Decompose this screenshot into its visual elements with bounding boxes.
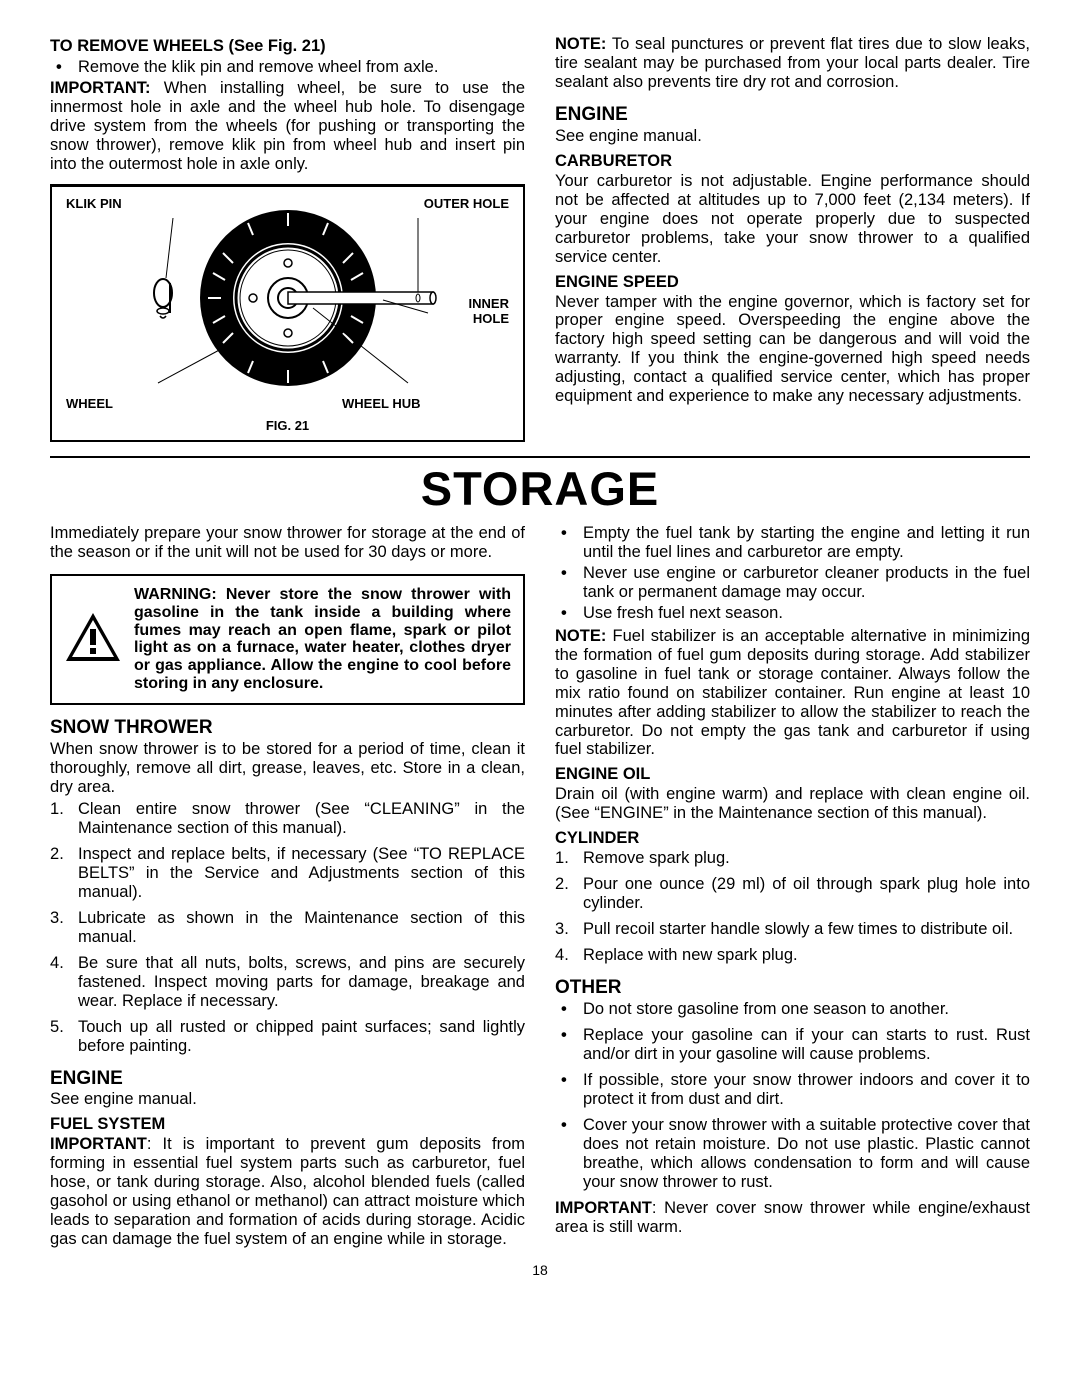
list-item: Pour one ounce (29 ml) of oil through sp…	[555, 875, 1030, 913]
bullet-item: Do not store gasoline from one season to…	[555, 1000, 1030, 1019]
fuel-system-heading: FUEL SYSTEM	[50, 1115, 525, 1134]
top-section: TO REMOVE WHEELS (See Fig. 21) Remove th…	[50, 35, 1030, 442]
warning-icon	[64, 611, 122, 668]
figure-caption: FIG. 21	[52, 419, 523, 434]
fuel-bullets: Empty the fuel tank by starting the engi…	[555, 524, 1030, 623]
note-label-2: NOTE:	[555, 627, 606, 645]
note-para: NOTE: To seal punctures or prevent flat …	[555, 35, 1030, 92]
top-left-col: TO REMOVE WHEELS (See Fig. 21) Remove th…	[50, 35, 525, 442]
divider	[50, 456, 1030, 458]
stabilizer-note: NOTE: Fuel stabilizer is an acceptable a…	[555, 627, 1030, 760]
bullet-item: Use fresh fuel next season.	[555, 604, 1030, 623]
bullet-item: Remove the klik pin and remove wheel fro…	[50, 58, 525, 77]
engine-speed-text: Never tamper with the engine governor, w…	[555, 293, 1030, 407]
cylinder-heading: CYLINDER	[555, 829, 1030, 848]
list-item: Clean entire snow thrower (See “CLEANING…	[50, 800, 525, 838]
other-heading: OTHER	[555, 977, 1030, 999]
wheel-diagram	[118, 198, 458, 398]
snow-thrower-heading: SNOW THROWER	[50, 717, 525, 739]
storage-title: Storage	[50, 462, 1030, 516]
engine-speed-heading: ENGINE SPEED	[555, 273, 1030, 292]
figure-21-box: KLIK PIN OUTER HOLE INNER HOLE WHEEL WHE…	[50, 184, 525, 442]
page-number: 18	[50, 1262, 1030, 1278]
warning-box: WARNING: Never store the snow thrower wi…	[50, 574, 525, 705]
storage-intro: Immediately prepare your snow thrower fo…	[50, 524, 525, 562]
carburetor-text: Your carburetor is not adjustable. Engin…	[555, 172, 1030, 267]
bullet-item: Never use engine or carburetor cleaner p…	[555, 564, 1030, 602]
bullet-item: If possible, store your snow thrower ind…	[555, 1071, 1030, 1109]
list-item: Inspect and replace belts, if necessary …	[50, 845, 525, 902]
top-right-col: NOTE: To seal punctures or prevent flat …	[555, 35, 1030, 442]
engine-text: See engine manual.	[555, 127, 1030, 146]
label-klik-pin: KLIK PIN	[66, 197, 122, 212]
snow-thrower-list: Clean entire snow thrower (See “CLEANING…	[50, 800, 525, 1056]
bullet-item: Replace your gasoline can if your can st…	[555, 1026, 1030, 1064]
note-label: NOTE:	[555, 35, 606, 53]
engine-text-2: See engine manual.	[50, 1090, 525, 1109]
storage-right-col: Empty the fuel tank by starting the engi…	[555, 524, 1030, 1252]
engine-oil-heading: ENGINE OIL	[555, 765, 1030, 784]
important-para: IMPORTANT: When installing wheel, be sur…	[50, 79, 525, 174]
other-bullets: Do not store gasoline from one season to…	[555, 1000, 1030, 1192]
remove-wheels-bullets: Remove the klik pin and remove wheel fro…	[50, 58, 525, 77]
list-item: Remove spark plug.	[555, 849, 1030, 868]
label-inner-hole-1: INNER	[469, 297, 509, 312]
storage-section: Immediately prepare your snow thrower fo…	[50, 524, 1030, 1252]
list-item: Lubricate as shown in the Maintenance se…	[50, 909, 525, 947]
label-wheel: WHEEL	[66, 397, 113, 412]
fuel-system-para: IMPORTANT: It is important to prevent gu…	[50, 1135, 525, 1249]
engine-oil-text: Drain oil (with engine warm) and replace…	[555, 785, 1030, 823]
engine-heading-2: ENGINE	[50, 1068, 525, 1090]
fuel-important-label: IMPORTANT	[50, 1135, 147, 1153]
label-wheel-hub: WHEEL HUB	[342, 397, 420, 412]
cylinder-list: Remove spark plug. Pour one ounce (29 ml…	[555, 849, 1030, 965]
note-text: To seal punctures or prevent flat tires …	[555, 35, 1030, 91]
label-inner-hole-2: HOLE	[473, 312, 509, 327]
list-item: Touch up all rusted or chipped paint sur…	[50, 1018, 525, 1056]
carburetor-heading: CARBURETOR	[555, 152, 1030, 171]
bullet-item: Empty the fuel tank by starting the engi…	[555, 524, 1030, 562]
snow-thrower-text: When snow thrower is to be stored for a …	[50, 740, 525, 797]
bullet-item: Cover your snow thrower with a suitable …	[555, 1116, 1030, 1192]
note-text-2: Fuel stabilizer is an acceptable alterna…	[555, 627, 1030, 759]
final-important: IMPORTANT: Never cover snow thrower whil…	[555, 1199, 1030, 1237]
remove-wheels-heading: TO REMOVE WHEELS (See Fig. 21)	[50, 37, 525, 56]
list-item: Replace with new spark plug.	[555, 946, 1030, 965]
storage-left-col: Immediately prepare your snow thrower fo…	[50, 524, 525, 1252]
final-important-label: IMPORTANT	[555, 1199, 652, 1217]
list-item: Pull recoil starter handle slowly a few …	[555, 920, 1030, 939]
warning-text: WARNING: Never store the snow thrower wi…	[134, 586, 511, 693]
important-label: IMPORTANT:	[50, 79, 151, 97]
list-item: Be sure that all nuts, bolts, screws, an…	[50, 954, 525, 1011]
engine-heading: ENGINE	[555, 104, 1030, 126]
